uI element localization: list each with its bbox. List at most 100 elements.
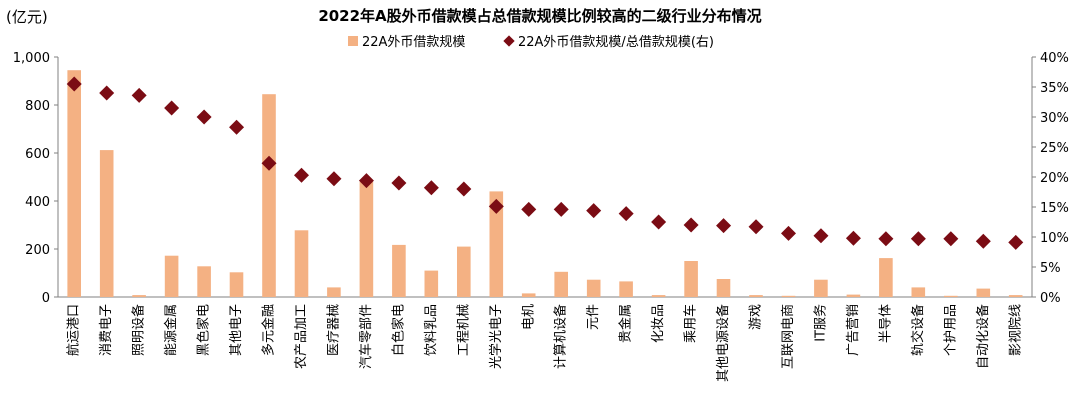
ratio-marker bbox=[683, 217, 699, 233]
category-label: 多元金融 bbox=[261, 304, 277, 356]
right-tick-label: 25% bbox=[1040, 141, 1069, 156]
bar bbox=[586, 279, 601, 297]
category-label: 乘用车 bbox=[683, 304, 699, 343]
ratio-marker bbox=[651, 214, 667, 230]
category-label: 航运港口 bbox=[66, 304, 82, 356]
left-tick-label: 800 bbox=[25, 99, 50, 114]
ratio-marker bbox=[294, 167, 309, 183]
ratio-marker bbox=[586, 203, 602, 219]
right-tick-label: 35% bbox=[1040, 81, 1069, 96]
legend-marker-label: 22A外币借款规模/总借款规模(右) bbox=[518, 35, 714, 50]
ratio-marker bbox=[748, 219, 764, 235]
ratio-marker bbox=[229, 119, 245, 135]
bar bbox=[1008, 295, 1023, 297]
category-label: 饮料乳品 bbox=[424, 304, 439, 356]
legend: 22A外币借款规模 22A外币借款规模/总借款规模(右) bbox=[348, 35, 714, 50]
bar bbox=[327, 287, 341, 297]
category-label: 黑色家电 bbox=[196, 304, 212, 356]
category-label: 计算机设备 bbox=[553, 304, 569, 369]
right-tick-label: 30% bbox=[1040, 111, 1069, 126]
category-label: 其他电子 bbox=[229, 304, 244, 356]
ratio-marker bbox=[261, 155, 277, 171]
left-axis: 0 200 400 600 800 1,000 bbox=[13, 51, 58, 306]
right-tick-label: 20% bbox=[1040, 171, 1069, 186]
ratio-marker bbox=[910, 231, 926, 247]
ratio-marker bbox=[456, 181, 472, 197]
category-label: 影视院线 bbox=[1008, 304, 1023, 356]
bar bbox=[489, 191, 504, 297]
left-tick-label: 600 bbox=[25, 147, 50, 162]
bar bbox=[814, 279, 828, 297]
ratio-marker bbox=[358, 173, 374, 189]
category-label: 照明设备 bbox=[131, 304, 147, 356]
category-axis: 航运港口 消费电子 照明设备 能源金属 黑色家电 其他电子 多元金融 农产品加工 医疗器械 汽车零… bbox=[66, 304, 1024, 382]
category-label: 其他电源设备 bbox=[715, 304, 731, 382]
bar bbox=[521, 293, 536, 297]
category-label: IT服务 bbox=[812, 304, 828, 342]
ratio-marker bbox=[1008, 234, 1024, 250]
ratio-marker bbox=[391, 175, 407, 191]
category-label: 化妆品 bbox=[651, 304, 666, 343]
bar bbox=[99, 150, 114, 297]
ratio-marker bbox=[878, 231, 894, 247]
right-tick-label: 10% bbox=[1040, 231, 1069, 246]
bar bbox=[164, 255, 179, 297]
category-label: 白色家电 bbox=[390, 304, 406, 356]
category-label: 光学光电子 bbox=[488, 304, 504, 369]
ratio-marker bbox=[845, 230, 861, 246]
right-tick-label: 0% bbox=[1040, 291, 1061, 306]
bar bbox=[457, 246, 471, 297]
category-label: 工程机械 bbox=[456, 304, 471, 356]
left-axis-unit: (亿元) bbox=[6, 8, 48, 26]
category-label: 贵金属 bbox=[618, 304, 634, 343]
category-label: 汽车零部件 bbox=[358, 304, 374, 369]
bar bbox=[716, 279, 731, 297]
right-tick-label: 15% bbox=[1040, 201, 1069, 216]
bar bbox=[197, 266, 211, 297]
right-axis: 0% 5% 10% 15% 20% 25% 30% 35% 40% bbox=[1032, 51, 1069, 306]
left-tick-label: 200 bbox=[25, 243, 50, 258]
bar bbox=[392, 244, 406, 297]
bar bbox=[554, 271, 568, 297]
category-label: 医疗器械 bbox=[326, 304, 341, 356]
category-label: 元件 bbox=[586, 304, 601, 330]
left-tick-label: 0 bbox=[42, 291, 50, 306]
ratio-marker bbox=[164, 100, 180, 116]
category-label: 半导体 bbox=[878, 304, 893, 343]
bar bbox=[229, 272, 244, 297]
bar bbox=[846, 294, 861, 297]
category-label: 广告营销 bbox=[846, 304, 861, 356]
left-tick-label: 400 bbox=[25, 195, 50, 210]
bar bbox=[911, 287, 926, 297]
category-label: 能源金属 bbox=[163, 304, 179, 356]
ratio-marker bbox=[196, 109, 212, 125]
bar bbox=[749, 295, 763, 297]
right-tick-label: 40% bbox=[1040, 51, 1069, 66]
bar bbox=[262, 94, 276, 297]
category-label: 电机 bbox=[521, 304, 536, 330]
ratio-marker bbox=[326, 171, 342, 187]
left-tick-label: 1,000 bbox=[13, 51, 50, 66]
category-label: 游戏 bbox=[749, 304, 764, 330]
legend-bar-swatch bbox=[348, 36, 358, 46]
bar bbox=[132, 295, 146, 297]
category-label: 自动化设备 bbox=[975, 304, 991, 369]
bar bbox=[619, 281, 633, 297]
bar bbox=[651, 295, 666, 297]
category-label: 消费电子 bbox=[99, 304, 114, 356]
chart-title: 2022年A股外币借款模占总借款规模比例较高的二级行业分布情况 bbox=[318, 7, 761, 25]
category-label: 轨交设备 bbox=[910, 304, 926, 356]
bar-series bbox=[67, 70, 1023, 297]
ratio-marker bbox=[716, 218, 732, 234]
ratio-marker bbox=[99, 85, 115, 101]
bar bbox=[976, 288, 991, 297]
ratio-marker bbox=[781, 225, 796, 241]
bar bbox=[781, 295, 796, 297]
bar bbox=[684, 261, 698, 297]
legend-bar-label: 22A外币借款规模 bbox=[362, 35, 465, 50]
ratio-marker bbox=[66, 76, 82, 92]
bar bbox=[359, 181, 374, 297]
ratio-marker bbox=[943, 231, 959, 247]
category-label: 农产品加工 bbox=[294, 304, 309, 369]
